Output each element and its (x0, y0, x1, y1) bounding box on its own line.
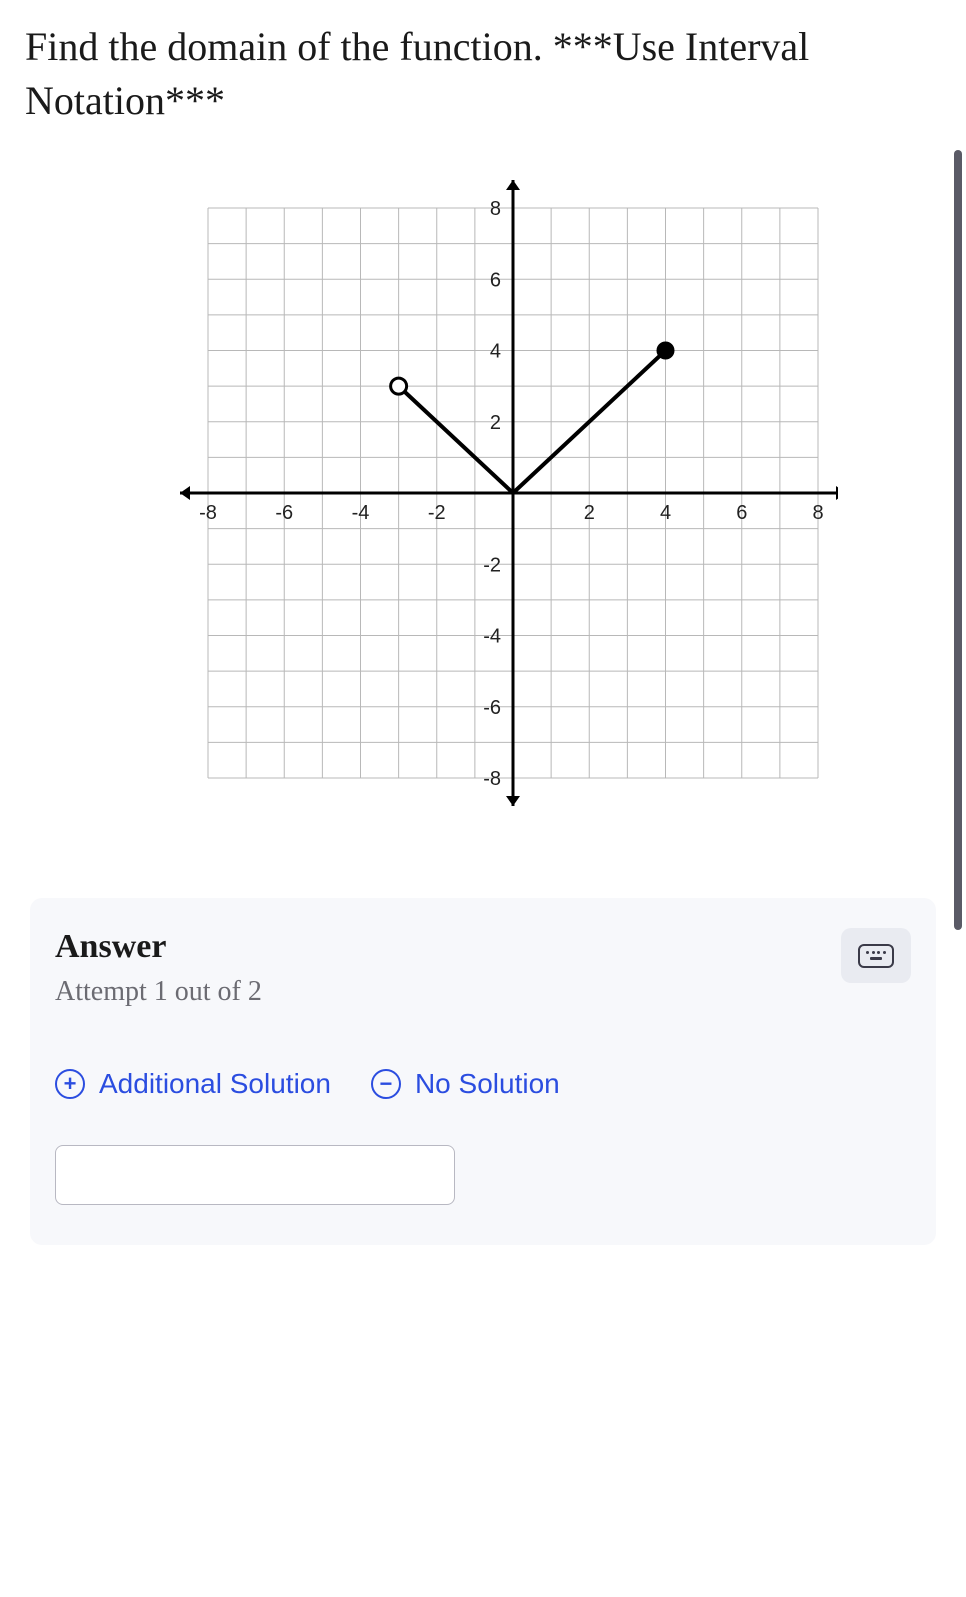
answer-input[interactable] (55, 1145, 455, 1205)
svg-text:-8: -8 (483, 768, 501, 790)
answer-title: Answer (55, 928, 262, 966)
svg-text:6: 6 (490, 269, 501, 291)
no-solution-button[interactable]: − No Solution (371, 1068, 560, 1100)
svg-text:4: 4 (490, 341, 501, 363)
svg-text:4: 4 (660, 502, 671, 524)
coordinate-graph: -8 -6 -4 -2 2 4 6 8 8 6 4 2 -2 -4 -6 -8 (138, 178, 838, 828)
svg-text:-6: -6 (483, 697, 501, 719)
svg-text:2: 2 (584, 502, 595, 524)
keyboard-icon (858, 944, 894, 968)
svg-text:-4: -4 (483, 626, 501, 648)
svg-text:8: 8 (490, 198, 501, 220)
no-solution-label: No Solution (415, 1068, 560, 1100)
additional-solution-button[interactable]: + Additional Solution (55, 1068, 331, 1100)
svg-text:-8: -8 (199, 502, 217, 524)
question-text: Find the domain of the function. ***Use … (25, 20, 941, 128)
plus-circle-icon: + (55, 1069, 85, 1099)
svg-text:8: 8 (812, 502, 823, 524)
svg-text:2: 2 (490, 412, 501, 434)
answer-panel: Answer Attempt 1 out of 2 + Additional S… (30, 898, 936, 1245)
svg-text:-4: -4 (352, 502, 370, 524)
scrollbar-thumb[interactable] (954, 150, 962, 930)
keyboard-button[interactable] (841, 928, 911, 983)
attempt-text: Attempt 1 out of 2 (55, 976, 262, 1008)
svg-text:6: 6 (736, 502, 747, 524)
graph-container: -8 -6 -4 -2 2 4 6 8 8 6 4 2 -2 -4 -6 -8 (35, 178, 941, 828)
svg-text:-2: -2 (428, 502, 446, 524)
minus-circle-icon: − (371, 1069, 401, 1099)
svg-text:-2: -2 (483, 554, 501, 576)
svg-text:-6: -6 (275, 502, 293, 524)
additional-solution-label: Additional Solution (99, 1068, 331, 1100)
